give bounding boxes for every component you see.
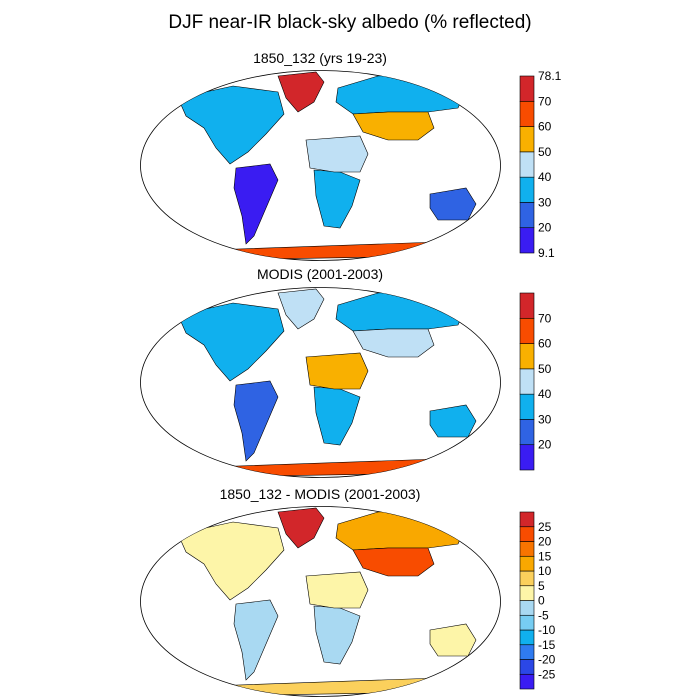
colorbar-tick-label: 10 (538, 564, 552, 578)
colorbar-tick-label: -10 (538, 623, 556, 637)
colorbar-tick-label: 50 (538, 145, 552, 159)
region-africa (313, 386, 361, 446)
region-central-asia-tibet (352, 111, 435, 141)
region-africa (313, 169, 361, 229)
region-south-america (233, 163, 279, 245)
region-central-asia-tibet (352, 547, 435, 577)
region-sahara (305, 571, 369, 609)
region-arctic-greenland (277, 288, 325, 330)
colorbar-swatch (519, 541, 535, 557)
colorbar-tick-label: 50 (538, 362, 552, 376)
region-south-america (233, 380, 279, 462)
colorbar-tick-label: 30 (538, 412, 552, 426)
colorbar-swatch (519, 126, 535, 153)
colorbar-tick-label: -15 (538, 638, 556, 652)
colorbar-swatch (519, 629, 535, 646)
region-australia (429, 404, 477, 438)
colorbar-swatch (519, 555, 535, 572)
colorbar-tick-label: -20 (538, 653, 556, 667)
colorbar-tick-label: 15 (538, 549, 552, 563)
colorbar-swatch (519, 526, 535, 542)
region-central-asia-tibet (352, 328, 435, 358)
colorbar-tick-label: 5 (538, 579, 545, 593)
colorbar-swatch (519, 511, 535, 528)
colorbar-swatch (519, 614, 535, 631)
colorbar-tick-label: -5 (538, 608, 549, 622)
region-north-america (177, 521, 285, 601)
colorbar-tick-label: 70 (538, 94, 552, 108)
colorbar-swatch (519, 585, 535, 601)
panel-3-title: 1850_132 - MODIS (2001-2003) (219, 486, 421, 502)
colorbar-tick-label: 30 (538, 195, 552, 209)
colorbar-tick-label: 60 (538, 337, 552, 351)
colorbar-swatch (519, 176, 535, 203)
region-sahara (305, 352, 369, 390)
region-south-america (233, 599, 279, 681)
colorbar-swatch (519, 202, 535, 229)
colorbar-swatch (519, 419, 535, 446)
colorbar-swatch (519, 393, 535, 420)
colorbar-swatch (519, 644, 535, 660)
colorbar-tick-label: 25 (538, 520, 552, 534)
colorbar-tick-label: 70 (538, 311, 552, 325)
region-sahara (305, 135, 369, 173)
region-australia (429, 187, 477, 221)
colorbar-swatch (519, 444, 535, 471)
colorbar-tick-label: 78.1 (538, 69, 562, 83)
colorbar-swatch (519, 151, 535, 178)
region-australia (429, 623, 477, 657)
colorbar-swatch (519, 75, 535, 102)
colorbar-swatch (519, 659, 535, 675)
region-north-america (177, 302, 285, 382)
colorbar-tick-label: 0 (538, 594, 545, 608)
region-africa (313, 605, 361, 665)
region-arctic-greenland (277, 71, 325, 113)
colorbar-swatch (519, 317, 535, 344)
colorbar-tick-label: 40 (538, 170, 552, 184)
region-north-america (177, 85, 285, 165)
map-panel-3 (140, 506, 501, 697)
colorbar-tick-label: -25 (538, 667, 556, 681)
colorbar-swatch (519, 673, 535, 690)
colorbar-swatch (519, 100, 535, 127)
colorbar-swatch (519, 227, 535, 254)
colorbar-swatch (519, 600, 535, 616)
colorbar-tick-label: 60 (538, 120, 552, 134)
colorbar-tick-label: 40 (538, 387, 552, 401)
map-panel-1 (140, 70, 501, 261)
colorbar-panel-2: 20 30 40 50 60 70 (519, 292, 552, 471)
main-title: DJF near-IR black-sky albedo (% reflecte… (168, 12, 532, 33)
colorbar-swatch (519, 368, 535, 395)
region-arctic-greenland (277, 507, 325, 549)
colorbar-swatch (519, 292, 535, 319)
map-panel-2 (140, 287, 501, 478)
colorbar-tick-label: 20 (538, 438, 552, 452)
panel-2-title: MODIS (2001-2003) (256, 266, 384, 282)
colorbar-swatch (519, 570, 535, 587)
colorbar-panel-1: 78.1 9.1 20 30 40 50 60 70 (519, 69, 562, 260)
colorbar-swatch (519, 343, 535, 370)
panel-1-title: 1850_132 (yrs 19-23) (253, 50, 387, 66)
colorbar-tick-label: 9.1 (538, 246, 555, 260)
colorbar-tick-label: 20 (538, 221, 552, 235)
colorbar-tick-label: 20 (538, 535, 552, 549)
